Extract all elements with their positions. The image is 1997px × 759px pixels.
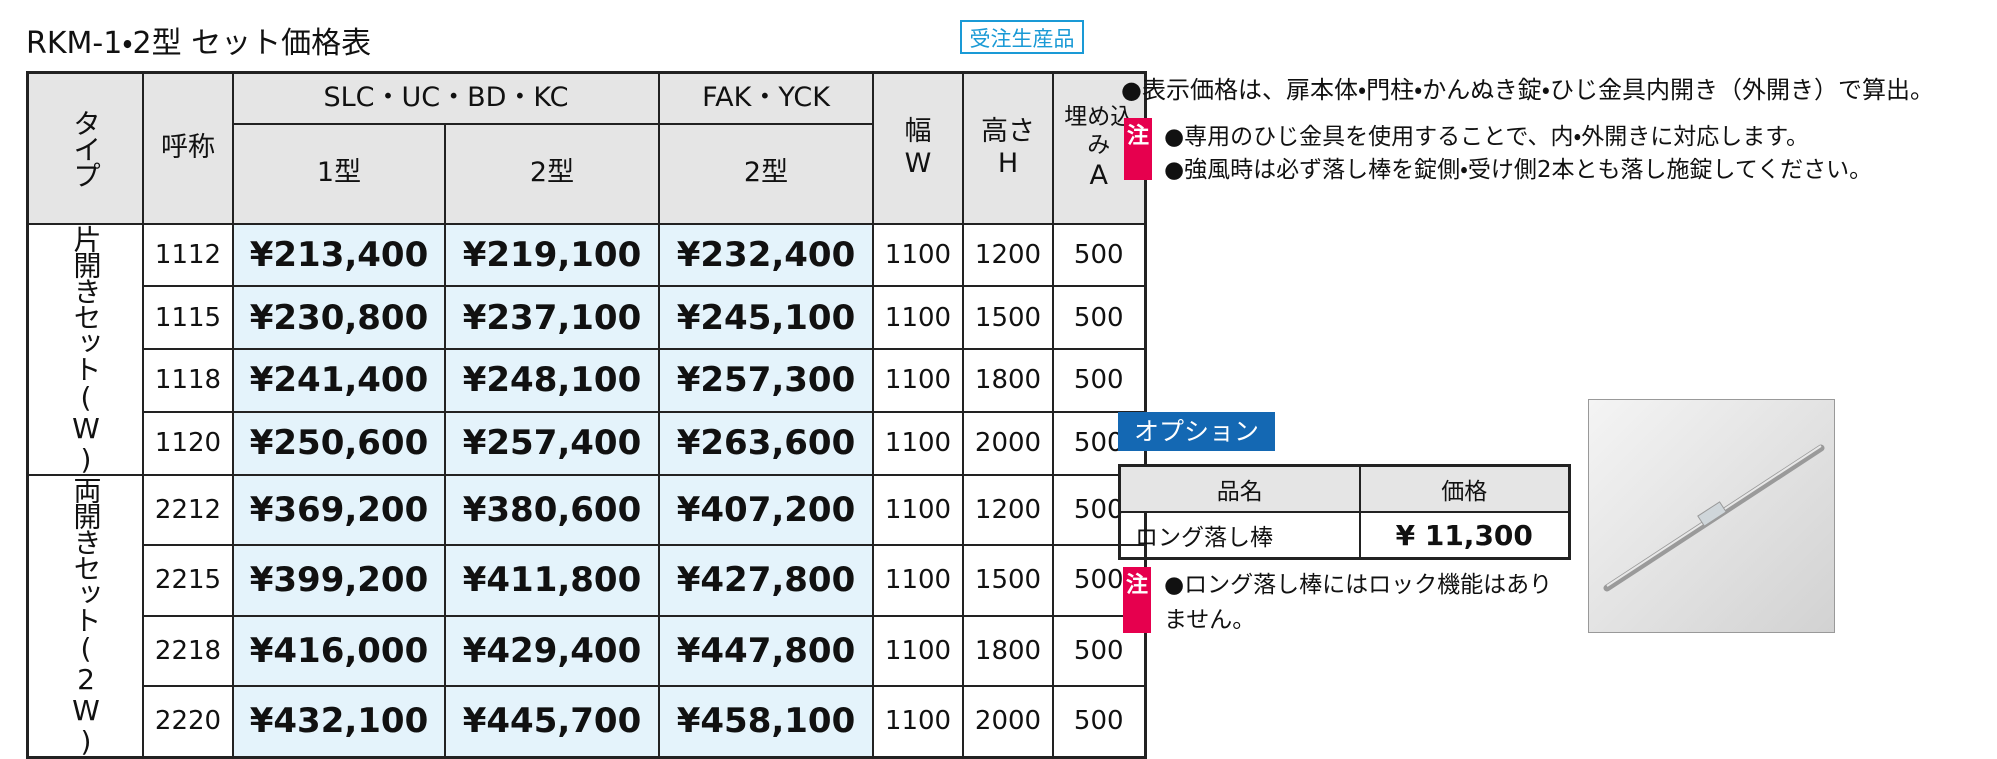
cell: 1800 [962, 348, 1054, 413]
data-row: 片開きセット(W) 1112 ¥213,400 ¥219,100 ¥232,400 110… [26, 222, 1146, 476]
cell: 1200 [962, 473, 1054, 547]
price-cell: ¥257,400 [444, 410, 660, 476]
cell: 1100 [872, 410, 964, 476]
data-row: 1120 ¥250,600 ¥257,400 ¥263,600 1100 2000 500 [28, 410, 1146, 476]
cell: 1100 [872, 685, 964, 758]
header-cell: SLC・UC・BD・KC [232, 71, 660, 125]
note: ●ロング落し棒にはロック機能はありません。 [1164, 572, 1553, 633]
header-cell: 1型 [232, 122, 446, 225]
price-cell: ¥432,100 [232, 685, 446, 758]
cell: 1100 [872, 473, 964, 547]
price-cell: ¥429,400 [444, 614, 660, 688]
rod-fitting [1697, 501, 1727, 527]
price-cell: ¥411,800 [444, 544, 660, 617]
header-text: A [1089, 159, 1108, 191]
note: ●表示価格は、扉本体・門柱・かんぬき錠・ひじ金具内開き（外開き）で算出。 [1121, 76, 1934, 104]
header-cell: 2型 [658, 122, 874, 225]
cell: 1100 [872, 348, 964, 413]
price-cell: ¥445,700 [444, 685, 660, 758]
page: RKM-1・2型 セット価格表 受注生産品 タイプ 呼称 SLC・UC・BD・KC F… [26, 20, 1934, 759]
header-text: 幅 [904, 115, 932, 147]
cell: 1500 [962, 285, 1054, 350]
cell: 2000 [962, 410, 1054, 476]
price-cell: ¥399,200 [232, 544, 446, 617]
price-cell: ¥263,600 [658, 410, 874, 476]
option-table: 品名 価格 ロング落し棒 ¥ 11,300 [1118, 464, 1571, 560]
cell: 2212 [142, 473, 234, 547]
price-cell: ¥447,800 [658, 614, 874, 688]
cell: 500 [1052, 285, 1146, 350]
rod-illustration [1603, 444, 1825, 592]
cell: ロング落し棒 [1118, 511, 1361, 560]
cell: 1100 [872, 614, 964, 688]
header-cell: FAK・YCK [658, 71, 874, 125]
cell: 1800 [962, 614, 1054, 688]
price-cell: ¥407,200 [658, 473, 874, 547]
data-row: 2220 ¥432,100 ¥445,700 ¥458,100 1100 2000 500 [28, 685, 1146, 758]
header-text: W [904, 148, 932, 180]
cell: 2220 [142, 685, 234, 758]
note: ●専用のひじ金具を使用することで、内・外開きに対応します。 [1164, 124, 1809, 150]
cell: ¥ 11,300 [1358, 511, 1571, 560]
price-cell: ¥248,100 [444, 348, 660, 413]
price-cell: ¥369,200 [232, 473, 446, 547]
badge: 受注生産品 [960, 20, 1084, 54]
note-mark: 注 [1123, 567, 1151, 633]
header-text: H [997, 148, 1019, 180]
price-cell: ¥380,600 [444, 473, 660, 547]
cell: 1100 [872, 544, 964, 617]
price-cell: ¥427,800 [658, 544, 874, 617]
price-cell: ¥458,100 [658, 685, 874, 758]
option-title: オプション [1118, 412, 1275, 451]
data-row: 1115 ¥230,800 ¥237,100 ¥245,100 1100 1500 500 [28, 285, 1146, 350]
price-cell: ¥416,000 [232, 614, 446, 688]
cell: 1115 [142, 285, 234, 350]
price-cell: ¥250,600 [232, 410, 446, 476]
cell: 2218 [142, 614, 234, 688]
price-table: タイプ 呼称 SLC・UC・BD・KC FAK・YCK 幅 W 高さ H 埋め込み A 1型 2型 2型… [26, 71, 1147, 759]
data-row: 両開きセット(2W) 2212 ¥369,200 ¥380,600 ¥407,200 11… [26, 473, 1146, 758]
price-cell: ¥213,400 [232, 222, 446, 288]
header-cell: 埋め込み A [1052, 71, 1146, 225]
note: ●強風時は必ず落し棒を錠側・受け側2本とも落し施錠してください。 [1164, 157, 1873, 183]
price-cell: ¥230,800 [232, 285, 446, 350]
header-cell: 品名 [1118, 464, 1361, 513]
group-label: 片開きセット(W) [26, 222, 144, 476]
price-cell: ¥232,400 [658, 222, 874, 288]
price-cell: ¥219,100 [444, 222, 660, 288]
data-row: 2218 ¥416,000 ¥429,400 ¥447,800 1100 1800 500 [28, 614, 1146, 688]
header-cell: タイプ [26, 71, 144, 225]
product-photo [1588, 399, 1835, 633]
price-cell: ¥241,400 [232, 348, 446, 413]
header-cell: 呼称 [142, 71, 234, 225]
header-cell: 2型 [444, 122, 660, 225]
cell: 500 [1052, 222, 1146, 288]
cell: 2215 [142, 544, 234, 617]
price-cell: ¥237,100 [444, 285, 660, 350]
data-row: 2215 ¥399,200 ¥411,800 ¥427,800 1100 1500 500 [28, 544, 1146, 617]
cell: 2000 [962, 685, 1054, 758]
header-row: タイプ 呼称 SLC・UC・BD・KC FAK・YCK 幅 W 高さ H 埋め込み A [26, 71, 1146, 225]
header-cell: 価格 [1358, 464, 1571, 513]
group-label: 両開きセット(2W) [26, 473, 144, 758]
cell: 1100 [872, 222, 964, 288]
header-text: 埋め込み [1064, 104, 1134, 159]
header-row: 1型 2型 2型 [28, 122, 1146, 225]
cell: 500 [1052, 348, 1146, 413]
price-cell: ¥257,300 [658, 348, 874, 413]
cell: 1500 [962, 544, 1054, 617]
price-cell: ¥245,100 [658, 285, 874, 350]
cell: 500 [1052, 685, 1146, 758]
header-text: 高さ [981, 115, 1035, 147]
cell: 1200 [962, 222, 1054, 288]
cell: 1112 [142, 222, 234, 288]
data-row: 1118 ¥241,400 ¥248,100 ¥257,300 1100 1800 500 [28, 348, 1146, 413]
note-mark: 注 [1124, 118, 1152, 180]
cell: 1118 [142, 348, 234, 413]
cell: 1100 [872, 285, 964, 350]
title: RKM-1・2型 セット価格表 [26, 26, 372, 61]
cell: 1120 [142, 410, 234, 476]
header-cell: 高さ H [962, 71, 1054, 225]
